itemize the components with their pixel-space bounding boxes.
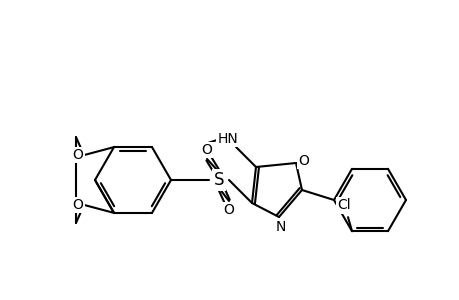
Text: Cl: Cl	[336, 198, 350, 212]
Text: O: O	[73, 148, 83, 162]
Text: N: N	[275, 220, 285, 234]
Text: O: O	[298, 154, 309, 168]
Text: HN: HN	[217, 132, 238, 146]
Text: S: S	[213, 171, 224, 189]
Text: O: O	[73, 198, 83, 212]
Text: O: O	[223, 203, 234, 217]
Text: O: O	[201, 143, 212, 157]
